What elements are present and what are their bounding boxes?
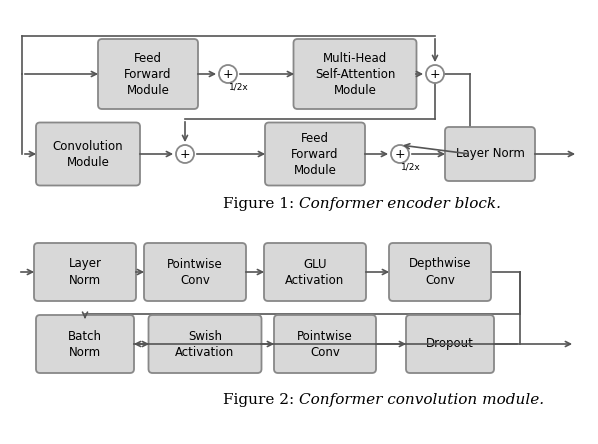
FancyBboxPatch shape [144,243,246,301]
Text: Swish
Activation: Swish Activation [175,329,234,358]
Text: Feed
Forward
Module: Feed Forward Module [291,131,338,177]
Text: Conformer encoder block.: Conformer encoder block. [299,197,501,211]
Text: Layer Norm: Layer Norm [456,147,524,160]
FancyBboxPatch shape [148,315,261,373]
FancyBboxPatch shape [34,243,136,301]
FancyBboxPatch shape [445,127,535,181]
FancyBboxPatch shape [98,39,198,109]
Circle shape [219,65,237,83]
Text: +: + [395,147,405,160]
Text: +: + [222,67,233,80]
FancyBboxPatch shape [294,39,416,109]
Text: Feed
Forward
Module: Feed Forward Module [124,52,172,96]
FancyBboxPatch shape [406,315,494,373]
Circle shape [176,145,194,163]
Text: Conformer convolution module.: Conformer convolution module. [299,393,544,407]
Text: Pointwise
Conv: Pointwise Conv [297,329,353,358]
FancyBboxPatch shape [265,123,365,186]
FancyBboxPatch shape [264,243,366,301]
Text: Figure 1:: Figure 1: [223,197,299,211]
Text: 1/2x: 1/2x [401,162,421,171]
Circle shape [426,65,444,83]
Circle shape [391,145,409,163]
FancyBboxPatch shape [389,243,491,301]
Text: GLU
Activation: GLU Activation [285,258,344,286]
Text: +: + [179,147,190,160]
Text: Figure 2:: Figure 2: [223,393,299,407]
FancyBboxPatch shape [36,123,140,186]
Text: Multi-Head
Self-Attention
Module: Multi-Head Self-Attention Module [315,52,395,96]
Text: Layer
Norm: Layer Norm [69,258,102,286]
Text: Depthwise
Conv: Depthwise Conv [409,258,471,286]
FancyBboxPatch shape [36,315,134,373]
Text: Convolution
Module: Convolution Module [53,139,123,169]
FancyBboxPatch shape [274,315,376,373]
Text: +: + [430,67,440,80]
Text: Dropout: Dropout [426,337,474,350]
Text: Pointwise
Conv: Pointwise Conv [167,258,223,286]
Text: 1/2x: 1/2x [229,82,249,91]
Text: Batch
Norm: Batch Norm [68,329,102,358]
